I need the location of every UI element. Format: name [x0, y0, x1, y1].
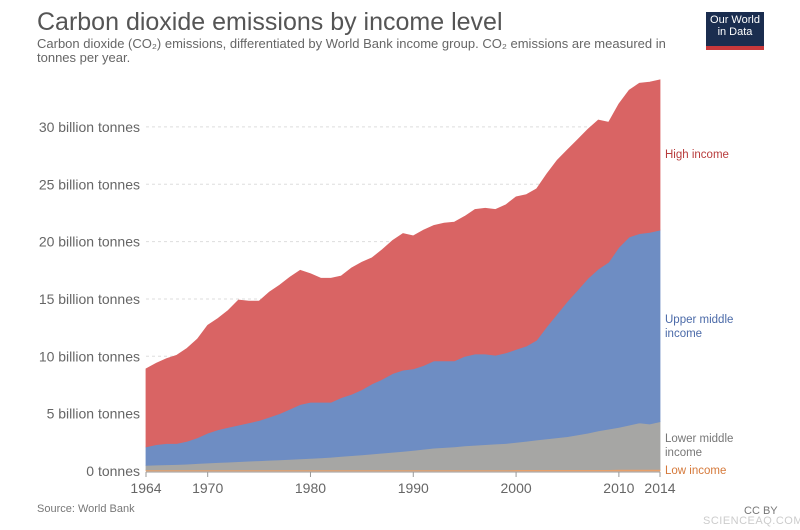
y-tick-label: 20 billion tonnes [39, 234, 140, 250]
x-tick-label: 1990 [398, 480, 429, 496]
source-note: Source: World Bank [37, 503, 135, 515]
y-tick-label: 0 tonnes [86, 463, 140, 479]
series-label: Upper middle income [665, 314, 733, 340]
series-label: High income [665, 149, 729, 161]
watermark: SCIENCEAQ.COM [703, 515, 800, 527]
series-label: Lower middle income [665, 433, 733, 459]
x-tick-label: 1980 [295, 480, 326, 496]
y-tick-label: 25 billion tonnes [39, 176, 140, 192]
x-tick-label: 2000 [501, 480, 532, 496]
area-high-income [145, 79, 661, 448]
chart-subtitle: Carbon dioxide (CO₂) emissions, differen… [37, 36, 666, 65]
series-label-line: Upper middle [665, 314, 733, 326]
series-label-line: income [665, 328, 702, 340]
series-label: Low income [665, 465, 726, 477]
chart-title: Carbon dioxide emissions by income level [37, 8, 503, 36]
series-label-line: income [665, 447, 702, 459]
x-tick-label: 1964 [130, 480, 161, 496]
x-tick-label: 2014 [644, 480, 675, 496]
owid-logo[interactable]: Our World in Data [706, 12, 764, 50]
y-tick-label: 10 billion tonnes [39, 348, 140, 364]
series-label-line: Low income [665, 465, 726, 477]
series-label-line: High income [665, 149, 729, 161]
x-tick-label: 1970 [192, 480, 223, 496]
series-label-line: Lower middle [665, 433, 733, 445]
y-tick-label: 15 billion tonnes [39, 291, 140, 307]
x-tick-label: 2010 [603, 480, 634, 496]
y-tick-label: 5 billion tonnes [47, 406, 140, 422]
y-tick-label: 30 billion tonnes [39, 119, 140, 135]
license-link[interactable]: CC BY [744, 505, 778, 517]
